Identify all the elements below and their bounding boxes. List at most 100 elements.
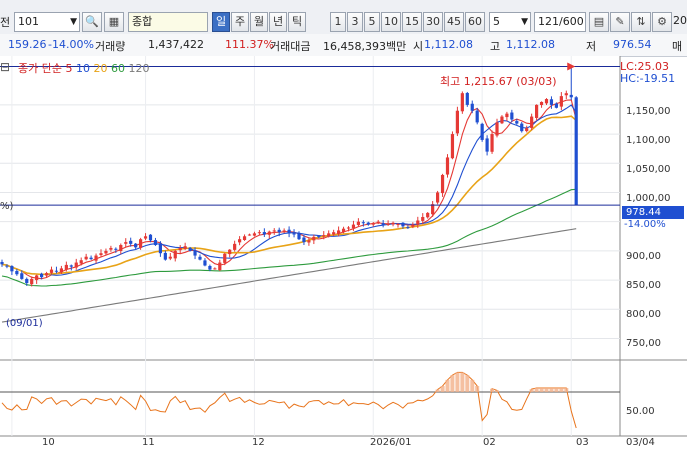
x-label-03: 03 [576,437,589,448]
compare-icon[interactable]: ⇅ [631,12,651,32]
plot-area [0,56,620,455]
candle-body-114 [564,93,568,96]
minute-30-button[interactable]: 30 [423,12,443,32]
candle-body-89 [440,174,445,194]
code-input[interactable]: 101 ▼ [14,12,80,32]
candle-body-6 [30,278,34,285]
candle-body-103 [510,112,514,120]
search-icon[interactable]: 🔍 [82,12,102,32]
candle-body-4 [20,273,24,279]
candle-body-75 [371,223,375,225]
candle-body-19 [94,255,98,261]
minute-1-button[interactable]: 1 [330,12,346,32]
candle-body-42 [208,265,212,270]
candle-body-69 [341,228,346,233]
candle-body-0 [0,261,4,265]
period-tick-button[interactable]: 틱 [288,12,306,32]
overlays [0,62,620,206]
candle-body-77 [381,223,385,226]
period-week-button[interactable]: 주 [231,12,249,32]
price-chart[interactable] [0,56,687,455]
chart-menu-icon[interactable]: ⊟ [0,60,11,74]
draw-tool-icon[interactable]: ✎ [610,12,630,32]
current-price-tag: 978.44 [622,206,684,219]
candle-body-67 [332,232,336,235]
candle-body-61 [302,237,306,243]
chart-type-icon[interactable]: ▦ [104,12,124,32]
candle-body-96 [475,110,479,123]
period-day-button[interactable]: 일 [212,12,230,32]
candle-body-84 [416,220,420,225]
candle-body-53 [262,232,266,235]
minute-5-button[interactable]: 5 [364,12,380,32]
candle-body-13 [64,264,68,270]
x-label-10: 10 [42,437,55,448]
candle-body-29 [143,236,148,239]
candle-body-26 [129,240,133,244]
candle-body-94 [465,92,469,105]
low-value: 976.54 [613,38,652,51]
period-month-button[interactable]: 월 [250,12,268,32]
count-field[interactable]: 121/600 [534,12,586,32]
candle-body-111 [549,99,554,105]
candle-body-7 [35,275,39,281]
minute-3-button[interactable]: 3 [347,12,363,32]
minute-45-button[interactable]: 45 [444,12,464,32]
minute-15-button[interactable]: 15 [402,12,422,32]
ma-legend-60: 60 [110,62,125,75]
ma-legend: 종가 단순 5 10 20 60 120 [18,60,149,76]
candle-body-90 [445,157,450,175]
interval-value: 5 [493,15,500,28]
candle-body-25 [124,242,128,244]
candle-body-1 [5,265,9,267]
candle-body-39 [193,250,197,256]
candle-body-38 [188,247,192,251]
candle-body-2 [10,266,14,272]
candle-body-12 [59,268,63,273]
candle-body-47 [233,243,237,250]
index-name-field[interactable]: 종합(KOSDAQ) [128,12,208,46]
candle-body-115 [569,94,573,98]
chart-list-icon[interactable]: ▤ [589,12,609,32]
candle-body-66 [327,233,331,237]
toolbar-partial-label: 전 [0,16,11,29]
candle-body-31 [153,240,158,246]
x-label-02: 02 [483,437,496,448]
y-tick-750: 750,00 [626,338,661,349]
candle-body-72 [356,221,360,225]
minute-60-button[interactable]: 60 [465,12,485,32]
more-tab[interactable]: 매 [672,40,683,53]
candle-body-104 [515,121,519,124]
candle-body-17 [84,256,88,260]
amount-value: 16,458,393백만 [323,40,407,53]
toolbar-right-partial: 20 [673,14,687,27]
x-label-03-04: 03/04 [626,437,655,448]
candle-body-79 [391,222,395,225]
candle-body-20 [99,253,103,256]
hc-label: HC:-19.51 [620,72,676,85]
gear-icon[interactable]: ⚙ [652,12,672,32]
low-label: 저 [586,40,597,53]
grid [0,56,620,436]
candle-body-82 [406,227,410,229]
minute-10-button[interactable]: 10 [381,12,401,32]
period-year-button[interactable]: 년 [269,12,287,32]
candle-body-30 [148,234,153,241]
candle-body-56 [277,229,281,233]
chevron-down-icon[interactable]: ▼ [521,17,528,27]
code-input-value: 101 [18,15,39,28]
candle-body-108 [535,104,539,118]
candle-body-18 [89,257,93,260]
chevron-down-icon[interactable]: ▼ [70,17,77,27]
osc-tick-50: 50.00 [626,406,655,417]
interval-select[interactable]: 5 ▼ [489,12,531,32]
volume-value: 1,437,422 [148,38,204,51]
candle-body-11 [54,270,59,272]
candle-body-28 [139,239,143,248]
candle-body-59 [292,233,296,235]
candle-body-48 [238,239,242,243]
volume-label: 거래량 [95,40,126,53]
ma-legend-10: 10 [75,62,90,75]
candle-body-100 [495,122,499,136]
candle-body-15 [74,262,78,268]
